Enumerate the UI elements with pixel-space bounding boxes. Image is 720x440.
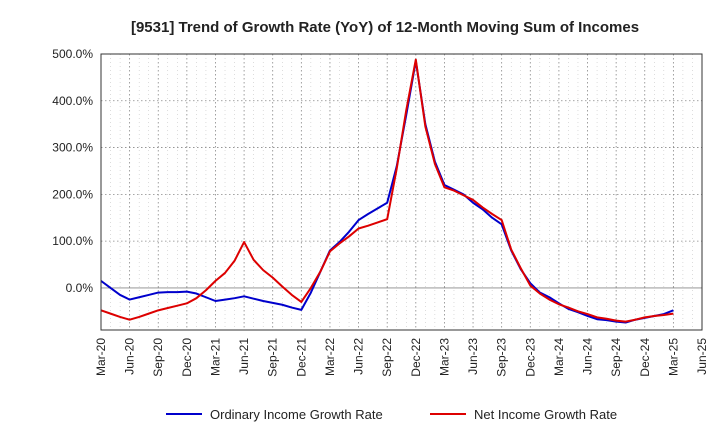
y-tick-label: 300.0% <box>52 141 93 155</box>
legend-label: Net Income Growth Rate <box>474 407 617 422</box>
x-tick-label: Mar-24 <box>552 338 566 376</box>
x-tick-label: Jun-22 <box>352 338 366 375</box>
x-tick-label: Dec-23 <box>523 338 537 377</box>
x-tick-label: Sep-23 <box>495 338 509 377</box>
x-tick-label: Dec-21 <box>294 338 308 377</box>
y-tick-label: 200.0% <box>52 187 93 201</box>
chart-title: [9531] Trend of Growth Rate (YoY) of 12-… <box>131 19 639 36</box>
legend-label: Ordinary Income Growth Rate <box>210 407 383 422</box>
x-tick-label: Sep-22 <box>380 338 394 377</box>
x-tick-label: Mar-22 <box>323 338 337 376</box>
plot-area <box>101 54 702 330</box>
y-tick-label: 500.0% <box>52 47 93 61</box>
x-tick-label: Dec-24 <box>638 338 652 377</box>
series-line-2 <box>100 58 674 323</box>
axes: 0.0% 100.0% 200.0% 300.0% 400.0% 500.0% Mar-20… <box>52 47 709 377</box>
x-tick-label: Mar-20 <box>94 338 108 376</box>
y-tick-label: 0.0% <box>66 281 94 295</box>
x-tick-label: Sep-21 <box>266 338 280 377</box>
y-tick-label: 100.0% <box>52 234 93 248</box>
x-tick-label: Dec-20 <box>180 338 194 377</box>
legend: Ordinary Income Growth Rate Net Income Gr… <box>166 407 617 422</box>
x-tick-label: Mar-21 <box>208 338 222 376</box>
x-tick-label: Jun-24 <box>581 338 595 375</box>
x-tick-label: Sep-24 <box>609 338 623 377</box>
x-tick-label: Jun-20 <box>123 338 137 375</box>
x-tick-label: Mar-25 <box>666 338 680 376</box>
x-tick-label: Dec-22 <box>409 338 423 377</box>
x-tick-label: Jun-25 <box>695 338 709 375</box>
x-tick-label: Jun-23 <box>466 338 480 375</box>
x-tick-label: Mar-23 <box>437 338 451 376</box>
x-tick-label: Jun-21 <box>237 338 251 375</box>
y-tick-label: 400.0% <box>52 94 93 108</box>
series-lines <box>100 58 674 324</box>
plot-frame <box>100 53 703 331</box>
x-tick-label: Sep-20 <box>151 338 165 377</box>
